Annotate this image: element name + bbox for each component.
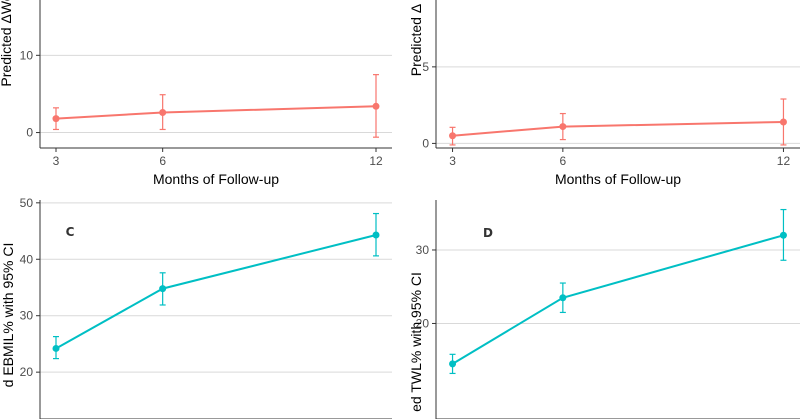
panel-c: 203040503612d EBMIL% with 95% CIC	[0, 196, 392, 419]
data-point	[779, 231, 787, 239]
x-tick-label: 3	[449, 154, 456, 168]
y-tick-label: 5	[422, 60, 429, 74]
data-point	[372, 231, 380, 239]
y-axis-title: Predicted Δ	[408, 4, 424, 76]
x-tick-label: 6	[159, 154, 166, 168]
y-axis-title: ed TWL% with 95% CI	[408, 272, 424, 412]
x-tick-label: 6	[560, 154, 567, 168]
y-axis-title: Predicted ΔWe	[0, 0, 14, 87]
y-tick-label: 40	[20, 252, 34, 266]
data-point	[159, 285, 167, 293]
y-tick-label: 20	[416, 316, 430, 330]
y-tick-label: 20	[20, 365, 34, 379]
data-point	[159, 108, 167, 116]
data-point	[449, 360, 457, 368]
series-line	[55, 234, 377, 350]
data-point	[372, 102, 380, 110]
panel-d: 20303612ed TWL% with 95% CID	[408, 200, 800, 419]
y-tick-label: 30	[20, 309, 34, 323]
x-axis-title: Months of Follow-up	[555, 171, 681, 187]
x-tick-label: 12	[777, 154, 791, 168]
x-axis-title: Months of Follow-up	[153, 171, 279, 187]
series-line	[452, 120, 784, 137]
data-point	[559, 294, 567, 302]
series-line	[55, 105, 377, 120]
data-point	[779, 118, 787, 126]
x-tick-label: 12	[369, 154, 383, 168]
data-point	[449, 132, 457, 140]
x-tick-label: 3	[53, 154, 60, 168]
y-tick-label: 0	[26, 126, 33, 140]
y-tick-label: 50	[20, 196, 34, 210]
series-line	[452, 234, 784, 365]
data-point	[52, 115, 60, 123]
panel-a: 0 10 3 6 12 Months of Follow-up Predicted ΔWe	[0, 0, 392, 187]
panel-b: 0 5 3 6 12 Months of Follow-up Predicted Δ	[408, 0, 800, 187]
data-point	[52, 344, 60, 352]
y-axis-title: d EBMIL% with 95% CI	[0, 243, 16, 388]
panel-letter: D	[483, 226, 493, 240]
data-point	[559, 123, 567, 131]
panel-letter: C	[66, 225, 75, 239]
y-tick-label: 30	[416, 243, 430, 257]
y-tick-label: 0	[422, 136, 429, 150]
y-tick-label: 10	[20, 48, 34, 62]
